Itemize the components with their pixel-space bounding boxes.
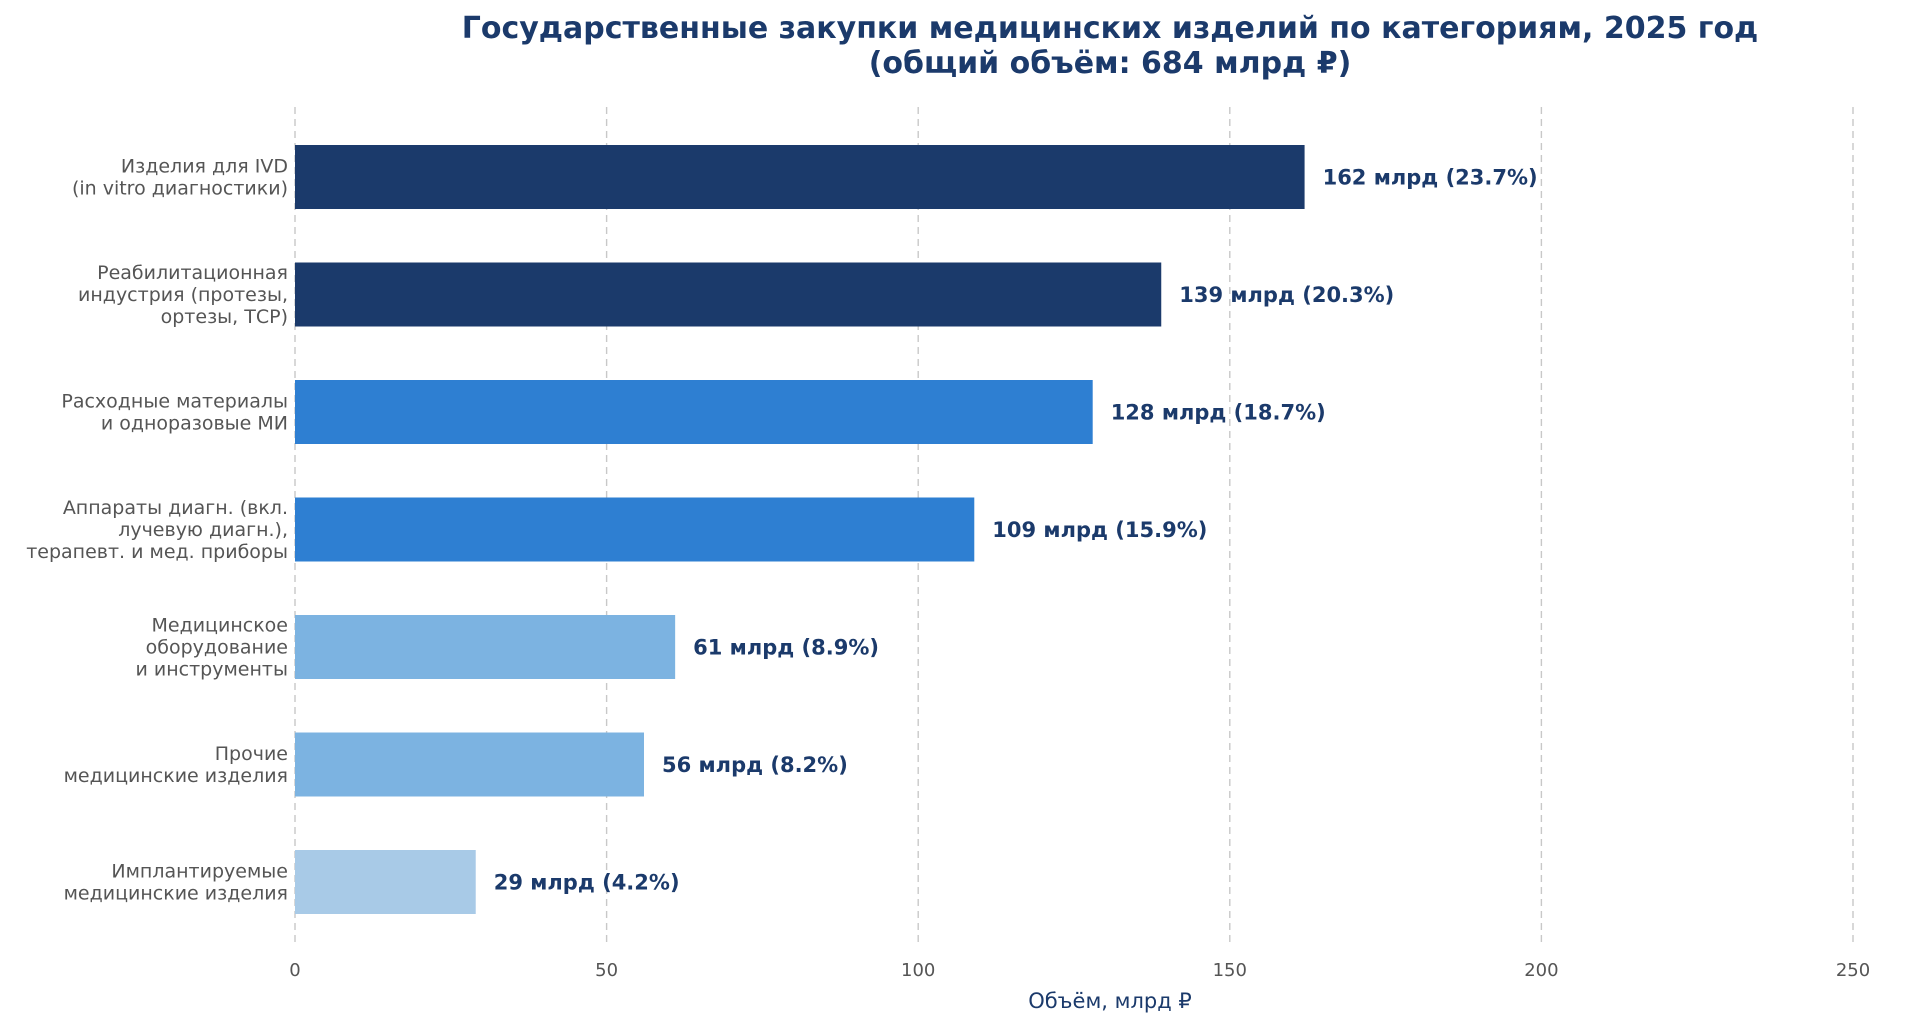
category-label-line: медицинские изделия <box>64 883 288 905</box>
bar-value-label: 139 млрд (20.3%) <box>1179 283 1394 307</box>
data-labels: 162 млрд (23.7%) 139 млрд (20.3%) 128 млрд… <box>494 166 1538 895</box>
category-label: Медицинское оборудование и инструменты <box>136 615 289 681</box>
category-label: Изделия для IVD (in vitro диагностики) <box>72 156 288 200</box>
category-label: Реабилитационная индустрия (протезы, ортез… <box>78 262 288 328</box>
bar <box>295 380 1093 444</box>
bar-value-label: 29 млрд (4.2%) <box>494 871 680 895</box>
category-label-line: оборудование <box>146 637 288 659</box>
category-label: Аппараты диагн. (вкл. лучевую диагн.), тер… <box>26 497 288 563</box>
category-label-line: Медицинское <box>151 615 288 637</box>
grid-lines <box>294 107 1854 945</box>
x-tick-label: 0 <box>289 960 300 981</box>
category-label: Имплантируемые медицинские изделия <box>64 861 288 905</box>
x-tick-label: 250 <box>1836 960 1870 981</box>
category-label-line: Реабилитационная <box>97 262 288 284</box>
category-label-line: медицинские изделия <box>64 765 288 787</box>
chart-title-line-1: Государственные закупки медицинских изде… <box>462 11 1759 46</box>
bar-value-label: 128 млрд (18.7%) <box>1111 401 1326 425</box>
category-label-line: и одноразовые МИ <box>101 413 288 435</box>
chart-title: Государственные закупки медицинских изде… <box>462 11 1759 81</box>
category-label-line: и инструменты <box>136 659 289 681</box>
bar <box>295 615 676 679</box>
category-label-line: Аппараты диагн. (вкл. <box>63 497 288 519</box>
bar <box>295 262 1162 327</box>
bar <box>295 145 1305 209</box>
x-tick-label: 150 <box>1213 960 1247 981</box>
bar-value-label: 61 млрд (8.9%) <box>693 636 879 660</box>
bar <box>295 850 476 914</box>
bar <box>295 497 975 562</box>
category-label-line: Имплантируемые <box>111 861 288 883</box>
bar-value-label: 162 млрд (23.7%) <box>1323 166 1538 190</box>
category-label-line: Прочие <box>215 743 288 765</box>
bar-value-label: 109 млрд (15.9%) <box>992 518 1207 542</box>
category-label-line: лучевую диагн.), <box>118 519 288 541</box>
category-label-line: индустрия (протезы, <box>78 284 288 306</box>
x-tick-label: 50 <box>595 960 618 981</box>
x-tick-label: 100 <box>901 960 935 981</box>
category-label-line: (in vitro диагностики) <box>72 178 288 200</box>
chart-title-line-2: (общий объём: 684 млрд ₽) <box>869 46 1352 81</box>
bar-value-label: 56 млрд (8.2%) <box>662 753 848 777</box>
category-label-line: терапевт. и мед. приборы <box>26 541 288 563</box>
bar <box>295 732 644 797</box>
x-tick-label: 200 <box>1524 960 1558 981</box>
category-label-line: Изделия для IVD <box>121 156 288 178</box>
category-label-line: ортезы, ТСР) <box>161 306 288 328</box>
category-label: Прочие медицинские изделия <box>64 743 288 787</box>
x-axis-ticks: 0 50 100 150 200 250 <box>289 960 1870 981</box>
category-label: Расходные материалы и одноразовые МИ <box>61 391 288 435</box>
category-label-line: Расходные материалы <box>61 391 288 413</box>
bars <box>295 145 1305 914</box>
x-axis-label: Объём, млрд ₽ <box>1028 989 1192 1013</box>
category-labels: Изделия для IVD (in vitro диагностики) Реа… <box>26 156 288 905</box>
